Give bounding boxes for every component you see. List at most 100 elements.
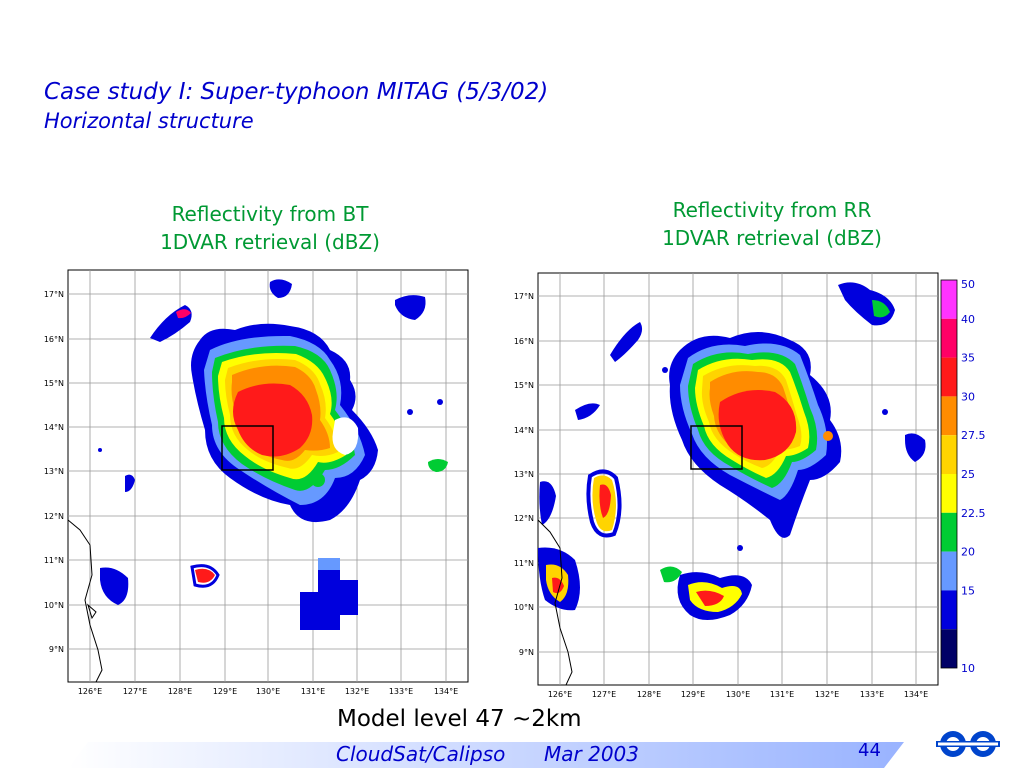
right-panel-title-line1: Reflectivity from RR	[672, 198, 872, 222]
footer-bar	[68, 742, 904, 768]
left-north-core	[176, 309, 191, 319]
colorbar-segment	[941, 512, 957, 552]
right-tiny-cell-c	[737, 545, 743, 551]
right-map: 126°E 127°E 128°E 129°E 130°E 131°E 132°E 133°E…	[514, 272, 939, 699]
right-y-tick-label: 9°N	[519, 648, 534, 657]
right-s-cell	[660, 566, 682, 583]
right-w-streak	[575, 403, 600, 420]
left-y-tick-label: 12°N	[44, 512, 64, 521]
left-x-tick-label: 132°E	[345, 687, 369, 696]
left-y-tick-label: 15°N	[44, 379, 64, 388]
right-storm-35dbz	[718, 389, 797, 461]
ecmwf-logo	[934, 722, 1002, 766]
right-y-tick-label: 10°N	[514, 603, 534, 612]
left-x-tick-label: 128°E	[168, 687, 192, 696]
colorbar-label: 50	[961, 278, 975, 291]
left-y-tick-label: 14°N	[44, 423, 64, 432]
colorbar-label: 27.5	[961, 429, 986, 442]
footer-left-text: CloudSat/Calipso	[336, 742, 506, 766]
colorbar-segment	[941, 318, 957, 358]
colorbar-frame	[940, 279, 958, 669]
left-s-cell	[195, 568, 215, 583]
left-x-tick-label: 131°E	[301, 687, 325, 696]
colorbar: 50 40 35 30 27.5 25 22.5 20 15 10	[940, 278, 986, 675]
right-panel-title-line2: 1DVAR retrieval (dBZ)	[662, 226, 882, 250]
left-map-tick-labels: 126°E 127°E 128°E 129°E 130°E 131°E 132°E 133°E…	[44, 290, 458, 696]
colorbar-label: 35	[961, 352, 975, 365]
right-x-tick-label: 129°E	[681, 690, 705, 699]
left-panel-title-line1: Reflectivity from BT	[171, 202, 369, 226]
left-south-edge	[318, 558, 340, 570]
right-reflectivity-field	[538, 282, 926, 685]
left-coastline	[68, 519, 103, 682]
colorbar-segment	[941, 474, 957, 513]
right-w-cell-edge	[586, 469, 622, 538]
left-east-cell	[428, 459, 448, 472]
left-y-tick-label: 10°N	[44, 601, 64, 610]
colorbar-label: 15	[961, 584, 975, 597]
right-x-tick-label: 127°E	[592, 690, 616, 699]
left-ne-cell	[395, 295, 426, 320]
colorbar-segment	[941, 551, 957, 591]
right-far-west-cell	[539, 481, 556, 525]
right-x-tick-label: 128°E	[637, 690, 661, 699]
colorbar-label: 25	[961, 468, 975, 481]
left-tiny-cell-c	[98, 448, 102, 452]
right-x-tick-label: 133°E	[860, 690, 884, 699]
left-sw-cell	[100, 567, 129, 605]
left-x-tick-label: 134°E	[434, 687, 458, 696]
colorbar-segment	[941, 280, 957, 319]
colorbar-label: 10	[961, 662, 975, 675]
left-south-block	[300, 558, 358, 630]
right-e-cell	[905, 433, 926, 462]
right-y-tick-label: 15°N	[514, 381, 534, 390]
right-y-tick-label: 12°N	[514, 514, 534, 523]
right-highlight-box	[690, 425, 743, 470]
colorbar-segment	[941, 396, 957, 436]
slide-caption: Model level 47 ~2km	[337, 706, 582, 732]
page-number: 44	[858, 740, 881, 761]
right-w-cell-core	[599, 484, 611, 518]
colorbar-label: 30	[961, 390, 975, 403]
left-tiny-cell-b	[437, 399, 443, 405]
colorbar-label: 22.5	[961, 507, 986, 520]
slide-title: Case study I: Super-typhoon MITAG (5/3/0…	[44, 79, 549, 105]
left-reflectivity-field	[68, 279, 448, 682]
left-x-tick-label: 130°E	[256, 687, 280, 696]
left-panel-title: Reflectivity from BT 1DVAR retrieval (dB…	[120, 200, 420, 256]
footer-date: Mar 2003	[544, 742, 639, 766]
maps-svg: 126°E 127°E 128°E 129°E 130°E 131°E 132°E 133°E…	[44, 269, 986, 699]
right-tiny-cell-b	[662, 367, 668, 373]
left-coastline-island	[87, 603, 97, 620]
right-x-tick-label: 130°E	[726, 690, 750, 699]
left-map: 126°E 127°E 128°E 129°E 130°E 131°E 132°E 133°E…	[44, 269, 469, 696]
left-eye-hole	[332, 417, 359, 455]
left-y-tick-label: 11°N	[44, 556, 64, 565]
right-panel-title: Reflectivity from RR 1DVAR retrieval (dB…	[622, 196, 922, 252]
left-small-cell	[311, 473, 325, 487]
left-y-tick-label: 16°N	[44, 335, 64, 344]
right-x-tick-label: 131°E	[770, 690, 794, 699]
left-highlight-box	[221, 425, 274, 471]
colorbar-label: 20	[961, 546, 975, 559]
slide-subtitle: Horizontal structure	[44, 109, 254, 133]
right-ne-band-inner	[872, 300, 890, 318]
left-x-tick-label: 129°E	[213, 687, 237, 696]
left-panel-title-line2: 1DVAR retrieval (dBZ)	[160, 230, 380, 254]
right-y-tick-label: 11°N	[514, 559, 534, 568]
right-tiny-cell-a	[882, 409, 888, 415]
right-x-tick-label: 126°E	[548, 690, 572, 699]
colorbar-segment	[941, 590, 957, 630]
left-y-tick-label: 13°N	[44, 467, 64, 476]
right-s-band-core	[696, 590, 724, 606]
left-storm-35dbz	[233, 383, 313, 457]
left-w-cell	[125, 474, 135, 492]
right-inner-cell	[823, 431, 833, 441]
right-y-tick-label: 14°N	[514, 426, 534, 435]
right-map-tick-labels: 126°E 127°E 128°E 129°E 130°E 131°E 132°E 133°E…	[514, 292, 928, 699]
left-x-tick-label: 133°E	[389, 687, 413, 696]
right-y-tick-label: 17°N	[514, 292, 534, 301]
colorbar-segment	[941, 357, 957, 397]
left-y-tick-label: 9°N	[49, 645, 64, 654]
right-y-tick-label: 13°N	[514, 470, 534, 479]
